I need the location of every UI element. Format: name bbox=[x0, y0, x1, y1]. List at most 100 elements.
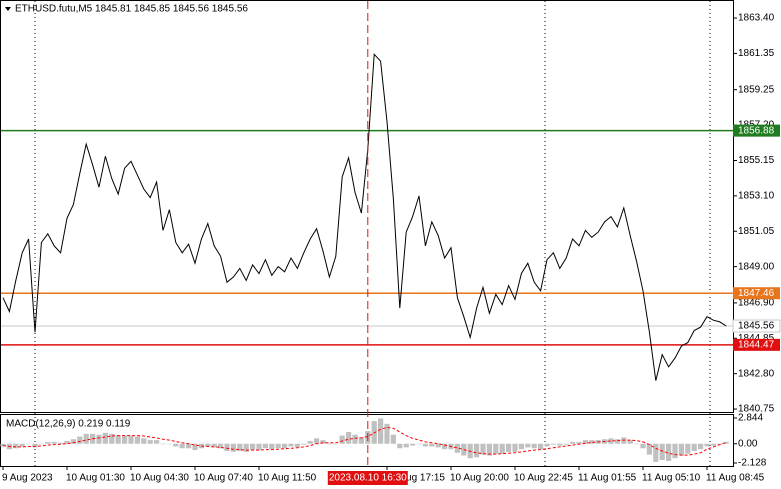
macd-bar bbox=[83, 433, 89, 444]
x-tick-label: 10 Aug 20:00 bbox=[450, 473, 509, 484]
macd-bar bbox=[544, 443, 550, 447]
macd-bar bbox=[179, 443, 185, 449]
macd-bar bbox=[512, 443, 518, 452]
macd-bar bbox=[288, 443, 294, 447]
last-price-label: 1845.56 bbox=[738, 321, 775, 332]
macd-bar bbox=[627, 440, 633, 444]
macd-bar bbox=[250, 443, 256, 451]
macd-bar bbox=[653, 443, 659, 462]
menu-triangle[interactable] bbox=[5, 7, 11, 11]
macd-bar bbox=[294, 443, 300, 448]
macd-bar bbox=[19, 443, 25, 447]
x-tick-label: 11 Aug 05:10 bbox=[642, 473, 701, 484]
macd-bar bbox=[160, 443, 166, 445]
macd-bar bbox=[154, 440, 160, 444]
macd-bar bbox=[192, 443, 198, 451]
macd-bar bbox=[77, 436, 83, 444]
macd-bar bbox=[563, 443, 569, 445]
y-tick-label: 1840.75 bbox=[738, 404, 775, 415]
macd-bar bbox=[429, 443, 435, 447]
price-line bbox=[2, 53, 727, 381]
macd-bar bbox=[704, 443, 710, 447]
macd-bar bbox=[237, 443, 243, 451]
macd-bar bbox=[339, 435, 345, 444]
macd-bar bbox=[320, 440, 326, 444]
macd-bar bbox=[243, 443, 249, 452]
y-tick-label: 0.00 bbox=[738, 438, 758, 449]
last-price-box bbox=[732, 319, 781, 333]
macd-bar bbox=[666, 443, 672, 461]
macd-bar bbox=[672, 443, 678, 459]
macd-bar bbox=[358, 437, 364, 444]
macd-bar bbox=[525, 443, 531, 448]
x-tick-label: 10 Aug 04:30 bbox=[130, 473, 189, 484]
macd-bar bbox=[582, 440, 588, 444]
macd-bar bbox=[416, 443, 422, 445]
macd-bar bbox=[691, 443, 697, 451]
macd-bar bbox=[346, 431, 352, 444]
macd-bar bbox=[0, 443, 6, 447]
macd-bar bbox=[224, 443, 230, 451]
macd-bar bbox=[301, 443, 307, 445]
macd-bar bbox=[269, 443, 275, 450]
macd-bar bbox=[282, 443, 288, 449]
macd-bar bbox=[13, 443, 19, 449]
signal-line bbox=[2, 426, 727, 456]
macd-bar bbox=[230, 443, 236, 452]
macd-bar bbox=[454, 443, 460, 453]
y-tick-label: 1853.10 bbox=[738, 191, 775, 202]
macd-bar bbox=[403, 443, 409, 448]
crosshair-label: 2023.08.10 16:30 bbox=[329, 473, 407, 484]
macd-bar bbox=[550, 443, 556, 445]
x-tick-label: 10 Aug 17:15 bbox=[386, 473, 445, 484]
macd-bar bbox=[678, 443, 684, 456]
macd-bar bbox=[96, 434, 102, 444]
macd-bar bbox=[64, 441, 70, 444]
x-tick-label: 10 Aug 07:40 bbox=[194, 473, 253, 484]
macd-bar bbox=[474, 443, 480, 458]
macd-bar bbox=[32, 443, 38, 448]
macd-bar bbox=[128, 435, 134, 444]
macd-bar bbox=[659, 443, 665, 461]
macd-bar bbox=[352, 434, 358, 444]
macd-bar bbox=[326, 443, 332, 445]
macd-bar bbox=[275, 443, 281, 449]
y-tick-label: 1842.80 bbox=[738, 368, 775, 379]
y-tick-label: 1849.00 bbox=[738, 261, 775, 272]
x-tick-label: 11 Aug 01:55 bbox=[578, 473, 637, 484]
macd-bar bbox=[256, 443, 262, 451]
macd-bar bbox=[122, 435, 128, 444]
y-tick-label: 2.844 bbox=[738, 413, 763, 424]
level-label: 1856.88 bbox=[738, 125, 775, 136]
macd-bar bbox=[640, 443, 646, 449]
macd-bar bbox=[397, 443, 403, 449]
level-label: 1844.47 bbox=[738, 339, 775, 350]
macd-bar bbox=[570, 441, 576, 444]
macd-bar bbox=[186, 443, 192, 449]
macd-bar bbox=[38, 443, 44, 445]
macd-bar bbox=[262, 443, 268, 449]
y-tick-label: 1846.90 bbox=[738, 298, 775, 309]
y-tick-label: 1863.40 bbox=[738, 13, 775, 24]
main-frame bbox=[0, 0, 734, 413]
macd-bar bbox=[218, 443, 224, 449]
macd-bar bbox=[333, 443, 339, 445]
macd-bar bbox=[211, 443, 217, 448]
level-box bbox=[733, 287, 780, 300]
macd-bar bbox=[384, 423, 390, 444]
macd-bar bbox=[723, 441, 729, 444]
y-tick-label: 1851.05 bbox=[738, 226, 775, 237]
macd-bar bbox=[518, 443, 524, 450]
macd-bar bbox=[58, 442, 64, 444]
macd-bar bbox=[493, 443, 499, 454]
macd-bar bbox=[378, 418, 384, 444]
macd-bar bbox=[115, 435, 121, 444]
macd-bar bbox=[102, 432, 108, 444]
x-tick-label: 10 Aug 22:45 bbox=[514, 473, 573, 484]
macd-bar bbox=[109, 433, 115, 444]
macd-bar bbox=[205, 443, 211, 447]
macd-bar bbox=[435, 443, 441, 448]
